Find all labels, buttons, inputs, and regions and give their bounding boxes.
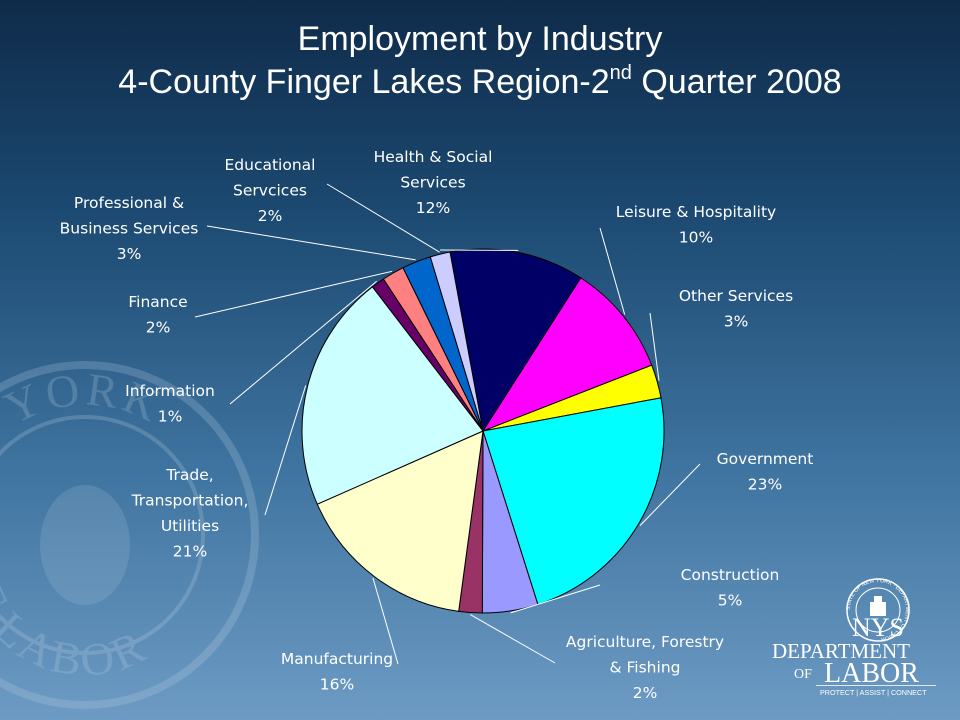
slice-category-label: Trade, xyxy=(165,466,213,484)
logo-line-nys: NYS xyxy=(852,613,904,642)
leader-line-information xyxy=(229,280,378,405)
leader-line-construction xyxy=(510,584,601,614)
slice-category-label: Educational xyxy=(225,156,316,174)
slice-label-finance: Finance 2% xyxy=(128,293,187,337)
slice-percent-label: 16% xyxy=(320,676,354,694)
leader-line-trade-transportation-utilities xyxy=(264,385,307,516)
slice-percent-label: 23% xyxy=(748,476,782,494)
slice-percent-label: 3% xyxy=(117,245,142,263)
pie-slice-trade-transportation-utilities xyxy=(301,286,484,505)
leader-line-other-services xyxy=(649,312,660,381)
pie-slice-leisure-hospitality xyxy=(481,277,653,433)
leader-line-professional-business-services xyxy=(206,225,416,261)
leader-line-government xyxy=(639,463,701,526)
slice-percent-label: 2% xyxy=(258,207,283,225)
slice-category-label: Other Services xyxy=(679,287,793,305)
slice-category-label: Manufacturing xyxy=(281,650,393,668)
slice-label-information: Information 1% xyxy=(125,382,215,426)
slice-label-leisure-hospitality: Leisure & Hospitality 10% xyxy=(616,203,776,247)
pie-leader-lines xyxy=(194,183,701,665)
slice-label-trade-transportation-utilities: Trade, Transportation, Utilities 21% xyxy=(131,466,249,561)
pie-labels: Health & Social Services 12% Leisure & Hosp… xyxy=(60,148,814,702)
slice-label-manufacturing: Manufacturing 16% xyxy=(281,650,393,694)
title-line-2-suffix: Quarter 2008 xyxy=(631,63,842,101)
slice-label-construction: Construction 5% xyxy=(681,566,780,610)
title-ordinal-suffix: nd xyxy=(609,62,632,84)
slice-category-label: Utilities xyxy=(161,517,219,535)
pie-slice-manufacturing xyxy=(316,430,484,612)
slice-label-government: Government 23% xyxy=(717,450,814,494)
slice-category-label: Information xyxy=(125,382,215,400)
leader-line-finance xyxy=(194,270,393,318)
slice-category-label: Construction xyxy=(681,566,780,584)
logo-line-department: DEPARTMENT xyxy=(772,639,910,663)
leader-line-manufacturing xyxy=(372,577,399,665)
slice-label-health-social-services: Health & Social Services 12% xyxy=(374,148,493,217)
slice-percent-label: 2% xyxy=(633,684,658,702)
logo-line-labor: LABOR xyxy=(824,658,919,689)
nys-dol-logo: STATE OF NEW YORK · DEPARTMENT OF LABOR … xyxy=(772,578,936,697)
slice-percent-label: 10% xyxy=(679,229,713,247)
leader-line-educational-servcices xyxy=(326,183,440,253)
pie-slice-government xyxy=(482,397,665,606)
title-line-2: 4-County Finger Lakes Region-2nd Quarter… xyxy=(0,61,960,104)
slice-percent-label: 21% xyxy=(173,543,207,561)
pie-slice-educational-servcices xyxy=(429,251,484,432)
slice-category-label: Services xyxy=(400,174,465,192)
slice-label-agriculture-forestry-fishing: Agriculture, Forestry & Fishing 2% xyxy=(566,633,724,702)
slice-category-label: & Fishing xyxy=(610,659,681,677)
pie-slice-health-social-services xyxy=(449,248,582,433)
slice-label-other-services: Other Services 3% xyxy=(679,287,793,331)
slice-label-educational-servcices: Educational Servcices 2% xyxy=(225,156,316,225)
slice-category-label: Servcices xyxy=(233,182,307,200)
slice-percent-label: 5% xyxy=(718,592,743,610)
slice-percent-label: 2% xyxy=(146,319,171,337)
slice-category-label: Transportation, xyxy=(131,492,249,510)
chart-title: Employment by Industry 4-County Finger L… xyxy=(0,18,960,104)
logo-seal-icon xyxy=(846,578,910,642)
leader-line-leisure-hospitality xyxy=(599,227,626,315)
slice-category-label: Professional & xyxy=(74,194,184,212)
slice-percent-label: 3% xyxy=(724,313,749,331)
title-line-1: Employment by Industry xyxy=(297,20,663,58)
slice-category-label: Government xyxy=(717,450,814,468)
slice-category-label: Leisure & Hospitality xyxy=(616,203,776,221)
slice-category-label: Finance xyxy=(128,293,187,311)
pie-slices xyxy=(301,248,665,614)
title-line-2-prefix: 4-County Finger Lakes Region-2 xyxy=(118,63,610,101)
slice-category-label: Business Services xyxy=(60,220,199,238)
watermark-seal: NEW YORK OF LABOR xyxy=(0,361,259,709)
leader-line-agriculture-forestry-fishing xyxy=(470,614,556,664)
slice-label-professional-business-services: Professional & Business Services 3% xyxy=(60,194,199,263)
slice-percent-label: 1% xyxy=(158,408,183,426)
logo-line-of: OF xyxy=(794,667,812,682)
slice-category-label: Health & Social xyxy=(374,148,493,166)
slice-percent-label: 12% xyxy=(416,199,450,217)
logo-tagline: PROTECT | ASSIST | CONNECT xyxy=(820,688,927,697)
slice-category-label: Agriculture, Forestry xyxy=(566,633,724,651)
